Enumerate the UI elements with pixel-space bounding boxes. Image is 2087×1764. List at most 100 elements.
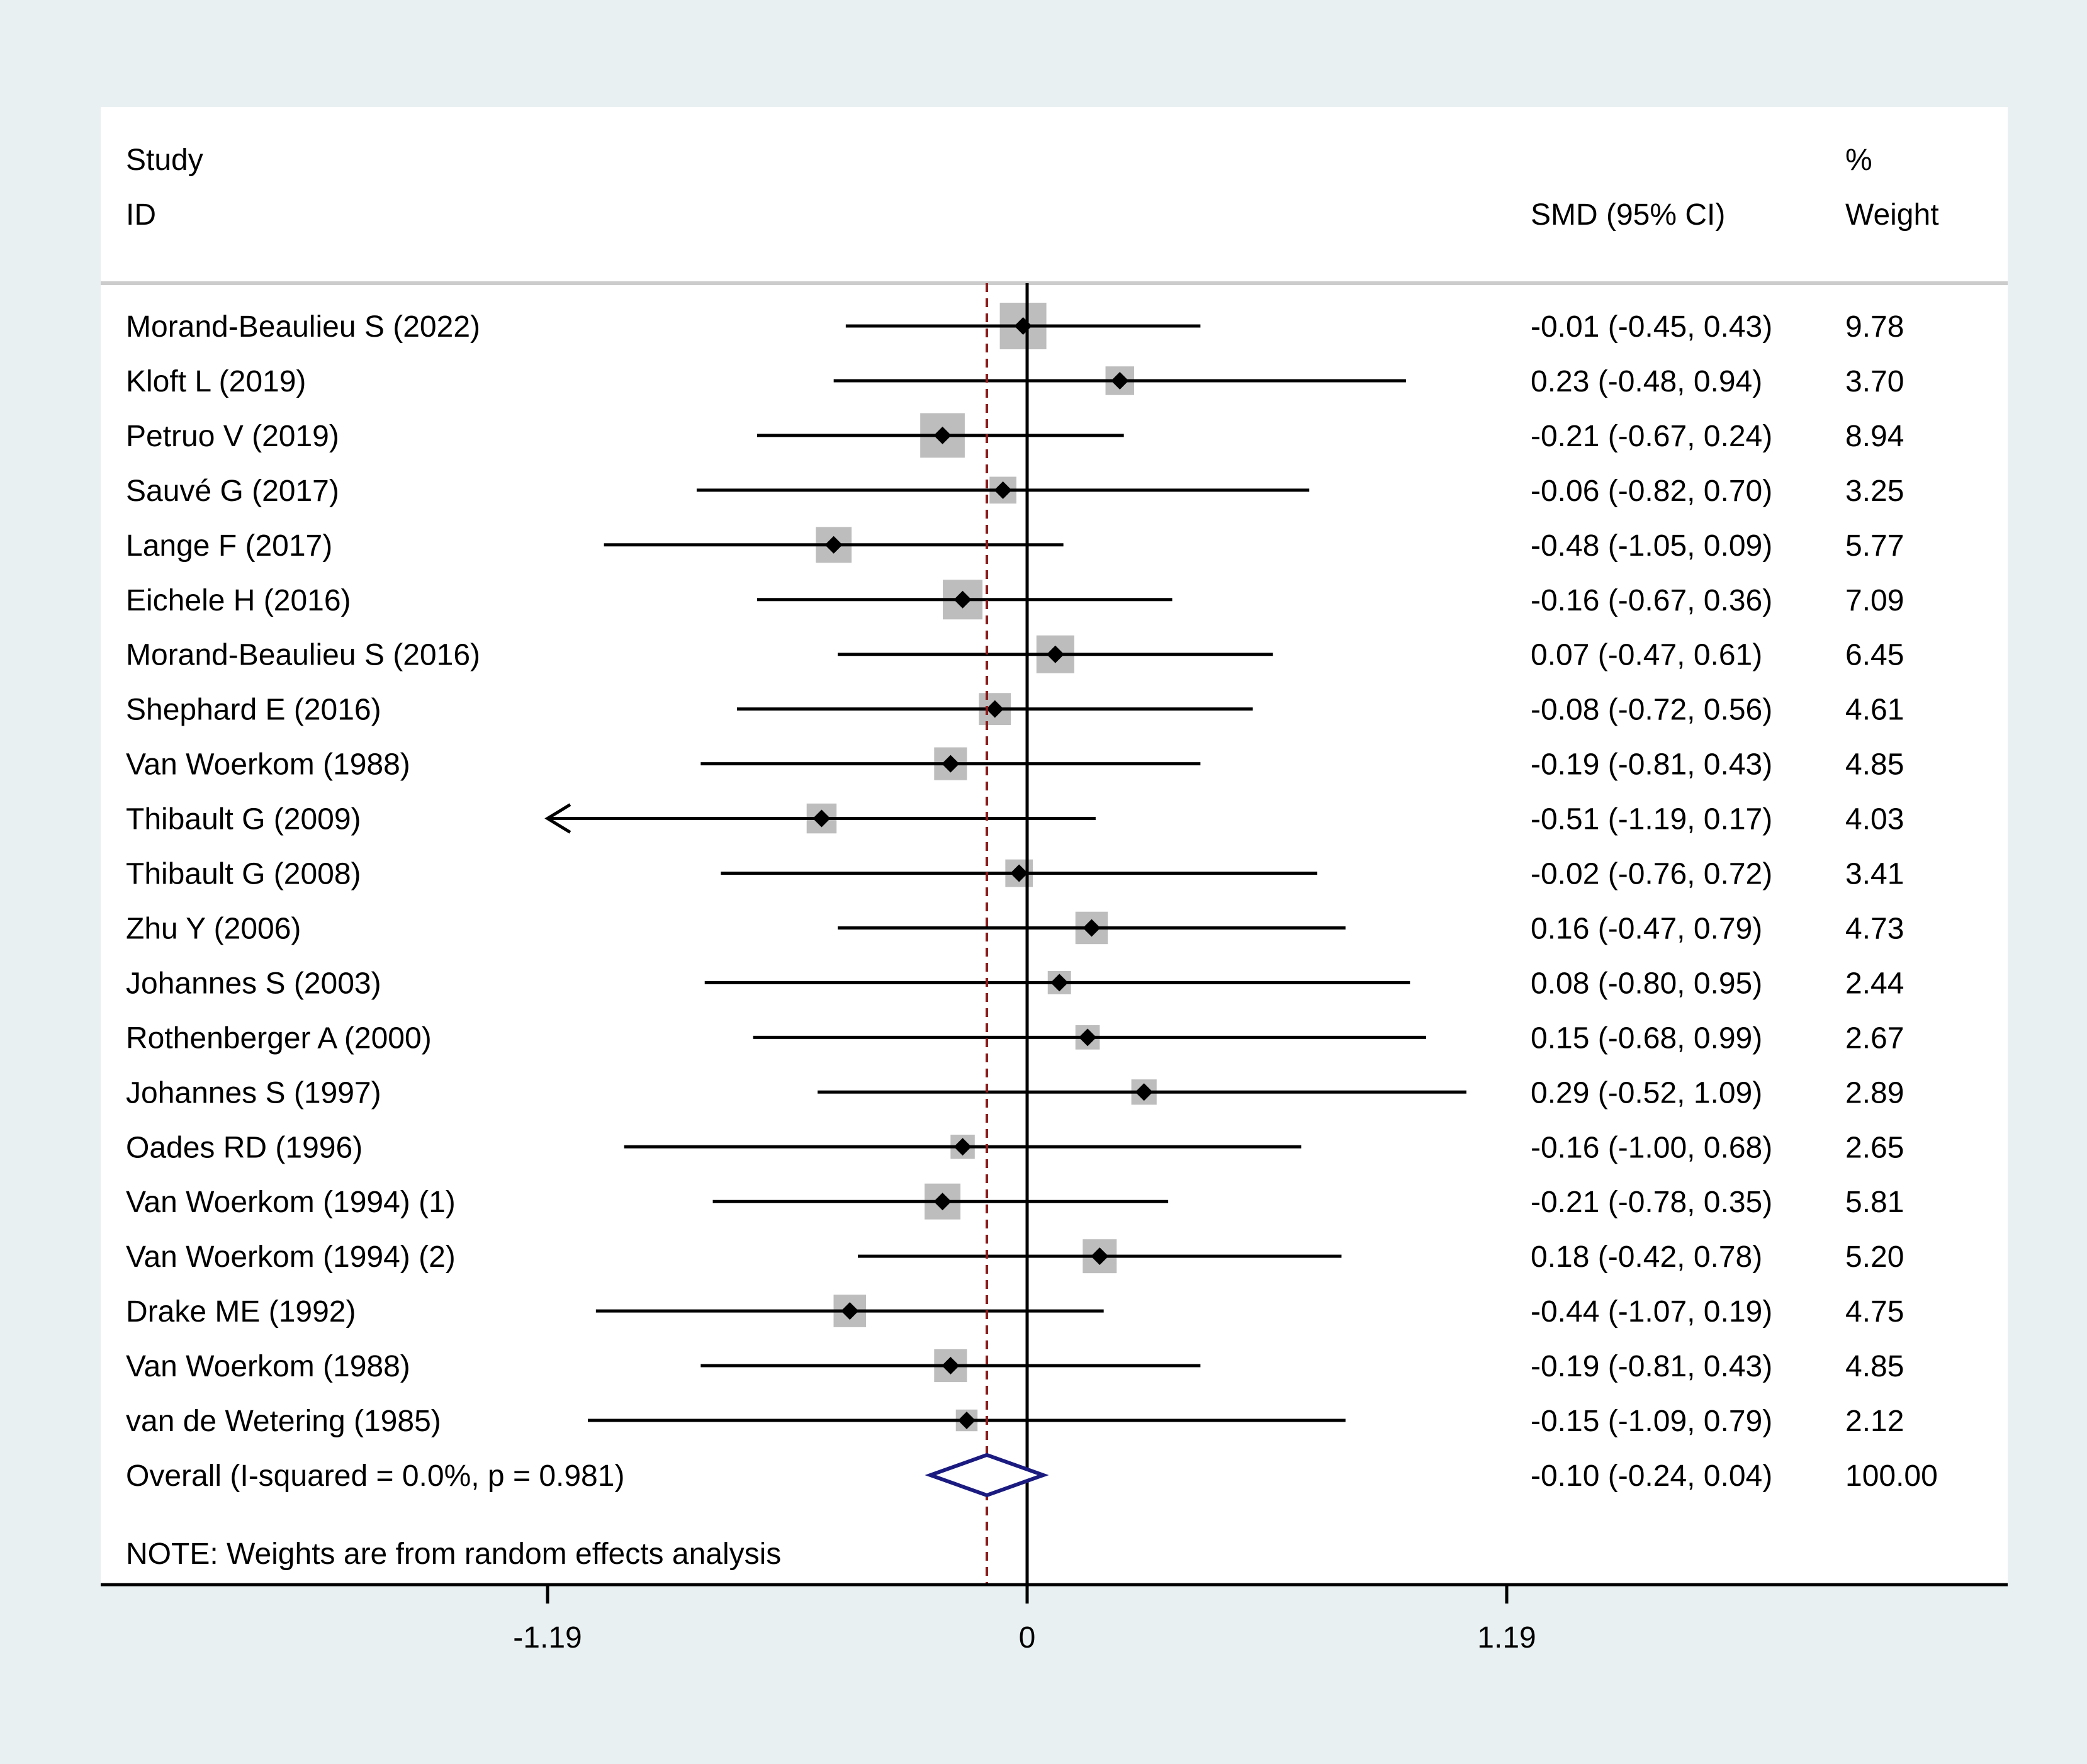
- study-label: Sauvé G (2017): [126, 475, 339, 508]
- point-estimate: [1010, 864, 1028, 882]
- point-estimate: [1111, 371, 1129, 390]
- study-weight-text: 5.20: [1845, 1240, 1904, 1274]
- x-axis-tick-label: 0: [1019, 1621, 1036, 1654]
- point-estimate: [813, 809, 831, 828]
- point-estimate: [1091, 1247, 1109, 1266]
- study-label: Eichele H (2016): [126, 584, 351, 617]
- study-ci-text: 0.16 (-0.47, 0.79): [1531, 912, 1762, 945]
- study-label: Zhu Y (2006): [126, 912, 301, 945]
- study-weight-text: 4.75: [1845, 1295, 1904, 1329]
- study-ci-text: 0.23 (-0.48, 0.94): [1531, 365, 1762, 398]
- study-label: Thibault G (2008): [126, 858, 361, 891]
- point-estimate: [994, 481, 1012, 499]
- study-ci-text: -0.06 (-0.82, 0.70): [1531, 475, 1772, 508]
- study-ci-text: 0.08 (-0.80, 0.95): [1531, 967, 1762, 1000]
- study-label: Kloft L (2019): [126, 365, 306, 398]
- study-ci-text: -0.21 (-0.78, 0.35): [1531, 1186, 1772, 1219]
- study-label: van de Wetering (1985): [126, 1405, 441, 1438]
- point-estimate: [953, 590, 972, 609]
- study-ci-text: -0.21 (-0.67, 0.24): [1531, 420, 1772, 453]
- header-percent: %: [1845, 143, 1872, 177]
- study-weight-text: 4.03: [1845, 803, 1904, 836]
- study-ci-text: -0.16 (-0.67, 0.36): [1531, 584, 1772, 617]
- study-weight-text: 5.77: [1845, 529, 1904, 563]
- study-label: Lange F (2017): [126, 529, 332, 563]
- study-label: Rothenberger A (2000): [126, 1021, 432, 1055]
- study-weight-text: 6.45: [1845, 639, 1904, 672]
- study-ci-text: 0.29 (-0.52, 1.09): [1531, 1076, 1762, 1110]
- study-weight-text: 2.12: [1845, 1405, 1904, 1438]
- note-text: NOTE: Weights are from random effects an…: [126, 1537, 781, 1571]
- point-estimate: [942, 755, 960, 773]
- study-ci-text: -0.02 (-0.76, 0.72): [1531, 858, 1772, 891]
- point-estimate: [933, 426, 952, 444]
- study-label: Drake ME (1992): [126, 1295, 356, 1329]
- study-ci-text: -0.15 (-1.09, 0.79): [1531, 1405, 1772, 1438]
- study-weight-text: 8.94: [1845, 420, 1904, 453]
- study-label: Johannes S (1997): [126, 1076, 381, 1110]
- study-ci-text: -0.51 (-1.19, 0.17): [1531, 803, 1772, 836]
- study-label: Van Woerkom (1988): [126, 1350, 410, 1383]
- study-weight-text: 4.85: [1845, 1350, 1904, 1383]
- study-label: Van Woerkom (1994) (2): [126, 1240, 456, 1274]
- point-estimate: [1079, 1028, 1097, 1047]
- point-estimate: [953, 1138, 972, 1156]
- header-study: Study: [126, 143, 203, 177]
- point-estimate: [1083, 919, 1101, 937]
- study-weight-text: 2.89: [1845, 1076, 1904, 1110]
- plot-panel: [101, 107, 2008, 1586]
- study-weight-text: 2.65: [1845, 1131, 1904, 1164]
- overall-label: Overall (I-squared = 0.0%, p = 0.981): [126, 1459, 624, 1493]
- study-label: Johannes S (2003): [126, 967, 381, 1000]
- header-weight: Weight: [1845, 198, 1939, 232]
- study-weight-text: 3.70: [1845, 365, 1904, 398]
- x-axis-tick-label: -1.19: [513, 1621, 582, 1654]
- study-ci-text: -0.19 (-0.81, 0.43): [1531, 1350, 1772, 1383]
- overall-weight-text: 100.00: [1845, 1459, 1938, 1493]
- study-label: Van Woerkom (1988): [126, 748, 410, 782]
- study-ci-text: 0.18 (-0.42, 0.78): [1531, 1240, 1762, 1274]
- study-weight-text: 4.73: [1845, 912, 1904, 945]
- point-estimate: [942, 1357, 960, 1375]
- point-estimate: [957, 1412, 976, 1429]
- study-weight-text: 9.78: [1845, 310, 1904, 344]
- point-estimate: [933, 1193, 952, 1211]
- study-label: Van Woerkom (1994) (1): [126, 1186, 456, 1219]
- study-label: Morand-Beaulieu S (2016): [126, 639, 480, 672]
- study-label: Morand-Beaulieu S (2022): [126, 310, 480, 344]
- study-weight-text: 5.81: [1845, 1186, 1904, 1219]
- overall-diamond: [925, 1452, 1049, 1498]
- point-estimate: [986, 700, 1004, 718]
- study-ci-text: -0.01 (-0.45, 0.43): [1531, 310, 1772, 344]
- overall-ci-text: -0.10 (-0.24, 0.04): [1531, 1459, 1772, 1493]
- study-weight-text: 3.41: [1845, 858, 1904, 891]
- study-weight-text: 4.85: [1845, 748, 1904, 782]
- header-id: ID: [126, 198, 156, 232]
- study-label: Shephard E (2016): [126, 694, 381, 727]
- study-weight-text: 7.09: [1845, 584, 1904, 617]
- study-ci-text: 0.07 (-0.47, 0.61): [1531, 639, 1762, 672]
- study-label: Petruo V (2019): [126, 420, 339, 453]
- point-estimate: [841, 1302, 859, 1320]
- study-weight-text: 2.44: [1845, 967, 1904, 1000]
- study-ci-text: -0.08 (-0.72, 0.56): [1531, 694, 1772, 727]
- study-ci-text: -0.19 (-0.81, 0.43): [1531, 748, 1772, 782]
- point-estimate: [1050, 974, 1069, 992]
- study-label: Oades RD (1996): [126, 1131, 363, 1164]
- study-weight-text: 2.67: [1845, 1021, 1904, 1055]
- point-estimate: [824, 536, 843, 554]
- header-effect-label: SMD (95% CI): [1531, 198, 1725, 232]
- study-ci-text: 0.15 (-0.68, 0.99): [1531, 1021, 1762, 1055]
- study-ci-text: -0.48 (-1.05, 0.09): [1531, 529, 1772, 563]
- study-ci-text: -0.16 (-1.00, 0.68): [1531, 1131, 1772, 1164]
- study-ci-text: -0.44 (-1.07, 0.19): [1531, 1295, 1772, 1329]
- x-axis-tick-label: 1.19: [1477, 1621, 1536, 1654]
- study-label: Thibault G (2009): [126, 803, 361, 836]
- plot-layer: Morand-Beaulieu S (2022) -0.01 (-0.45, 0.…: [101, 283, 2008, 1654]
- ci-arrow: [544, 803, 571, 834]
- study-weight-text: 3.25: [1845, 475, 1904, 508]
- study-weight-text: 4.61: [1845, 694, 1904, 727]
- point-estimate: [1135, 1083, 1153, 1101]
- point-estimate: [1046, 645, 1064, 663]
